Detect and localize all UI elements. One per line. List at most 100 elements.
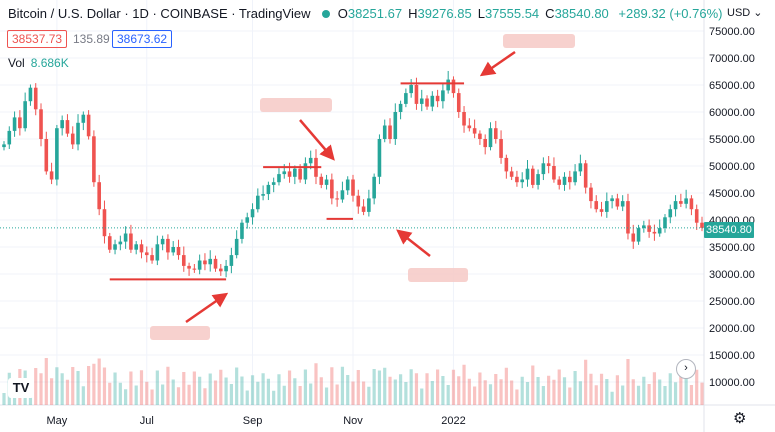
volume-bar	[457, 376, 461, 405]
gear-icon[interactable]: ⚙	[733, 410, 747, 427]
volume-bar	[213, 380, 218, 405]
candle-body	[356, 195, 361, 207]
candle-body	[118, 241, 123, 245]
candle-body	[55, 128, 59, 180]
volume-bar	[49, 378, 54, 405]
y-tick-label: 20000.00	[709, 323, 755, 335]
chevron-right-icon[interactable]: ›	[676, 359, 696, 379]
ohlc-value-c: 38540.80	[554, 6, 609, 21]
candle-body	[261, 194, 265, 196]
tradingview-logo[interactable]: TV	[8, 378, 34, 398]
volume-bar	[689, 385, 694, 405]
volume-bar	[494, 374, 498, 405]
candle-body	[330, 179, 334, 199]
volume-bar	[97, 358, 101, 405]
volume-bar	[330, 367, 334, 405]
volume-bar	[65, 379, 70, 405]
volume-bar	[361, 381, 366, 405]
volume-bar	[87, 366, 91, 405]
volume-bar	[462, 364, 466, 405]
candle-body	[419, 98, 424, 104]
candle-body	[23, 101, 27, 129]
candle-body	[219, 268, 223, 272]
volume-value: 8.686K	[30, 56, 69, 70]
candle-body	[430, 95, 435, 107]
x-tick-label: 2022	[441, 415, 465, 427]
volume-bar	[340, 366, 345, 405]
bid-price-button[interactable]: 38537.73	[7, 30, 68, 48]
volume-bar	[647, 384, 651, 405]
volume-bar	[451, 369, 456, 405]
volume-bar	[298, 386, 302, 405]
candle-body	[552, 166, 556, 180]
candle-body	[398, 103, 403, 112]
candle-body	[213, 258, 218, 269]
candle-body	[372, 176, 376, 199]
volume-bar	[303, 369, 308, 405]
volume-bar	[192, 371, 196, 405]
candle-body	[107, 236, 112, 250]
symbol-title[interactable]: Bitcoin / U.S. Dollar · 1D · COINBASE · …	[8, 6, 311, 21]
volume-bar	[631, 379, 635, 405]
candle-body	[689, 198, 694, 210]
volume-bar	[420, 388, 424, 405]
volume-bar	[166, 366, 170, 405]
volume-bar	[182, 372, 186, 405]
volume-bar	[34, 368, 38, 405]
candle-body	[70, 133, 75, 145]
candle-body	[557, 179, 562, 185]
volume-bar	[430, 381, 434, 405]
candle-body	[589, 187, 593, 202]
annotation-arrow	[299, 119, 335, 161]
candle-body	[60, 120, 64, 129]
candle-body	[404, 93, 408, 104]
candle-body	[92, 136, 96, 183]
volume-bar	[272, 390, 276, 405]
y-tick-label: 65000.00	[709, 80, 755, 92]
candle-body	[573, 171, 577, 183]
candle-body	[324, 179, 329, 185]
spread-value: 135.89	[73, 32, 110, 46]
volume-bar	[473, 386, 477, 405]
volume-bar	[155, 370, 159, 405]
ask-price-button[interactable]: 38673.62	[112, 30, 173, 48]
candle-body	[203, 260, 207, 265]
volume-bar	[108, 382, 112, 405]
y-tick-label: 10000.00	[709, 377, 755, 389]
annotation-arrow	[396, 229, 431, 257]
candle-body	[605, 201, 609, 212]
candle-body	[2, 144, 6, 148]
candle-body	[409, 85, 413, 94]
volume-bar	[578, 381, 582, 405]
candle-body	[208, 258, 213, 265]
volume-bar	[81, 386, 85, 405]
candle-body	[171, 247, 176, 253]
volume-bar	[171, 379, 175, 405]
ohlc-label-c: C	[545, 6, 555, 21]
volume-bar	[60, 373, 64, 405]
redacted-label	[408, 268, 468, 282]
volume-legend[interactable]: Vol 8.686K	[8, 56, 69, 70]
candle-body	[599, 209, 604, 212]
volume-bar	[118, 382, 122, 405]
currency-selector[interactable]: USD ⌄	[727, 6, 763, 19]
annotation-arrow	[185, 292, 229, 324]
candle-body	[700, 222, 704, 228]
volume-bar	[124, 389, 128, 405]
candle-body	[144, 252, 149, 256]
change-readout: +289.32 (+0.76%)	[618, 6, 723, 21]
volume-bar	[208, 373, 212, 405]
ohlc-value-h: 39276.85	[417, 6, 472, 21]
candle-body	[668, 209, 673, 218]
candle-body	[515, 176, 519, 183]
candle-body	[388, 125, 392, 139]
candle-body	[642, 225, 646, 229]
volume-bar	[245, 390, 249, 405]
candle-body	[546, 163, 551, 166]
candle-body	[456, 93, 461, 112]
candle-body	[181, 255, 186, 266]
annotation-arrow	[479, 50, 516, 77]
volume-bar	[219, 369, 223, 405]
candle-body	[139, 244, 144, 253]
